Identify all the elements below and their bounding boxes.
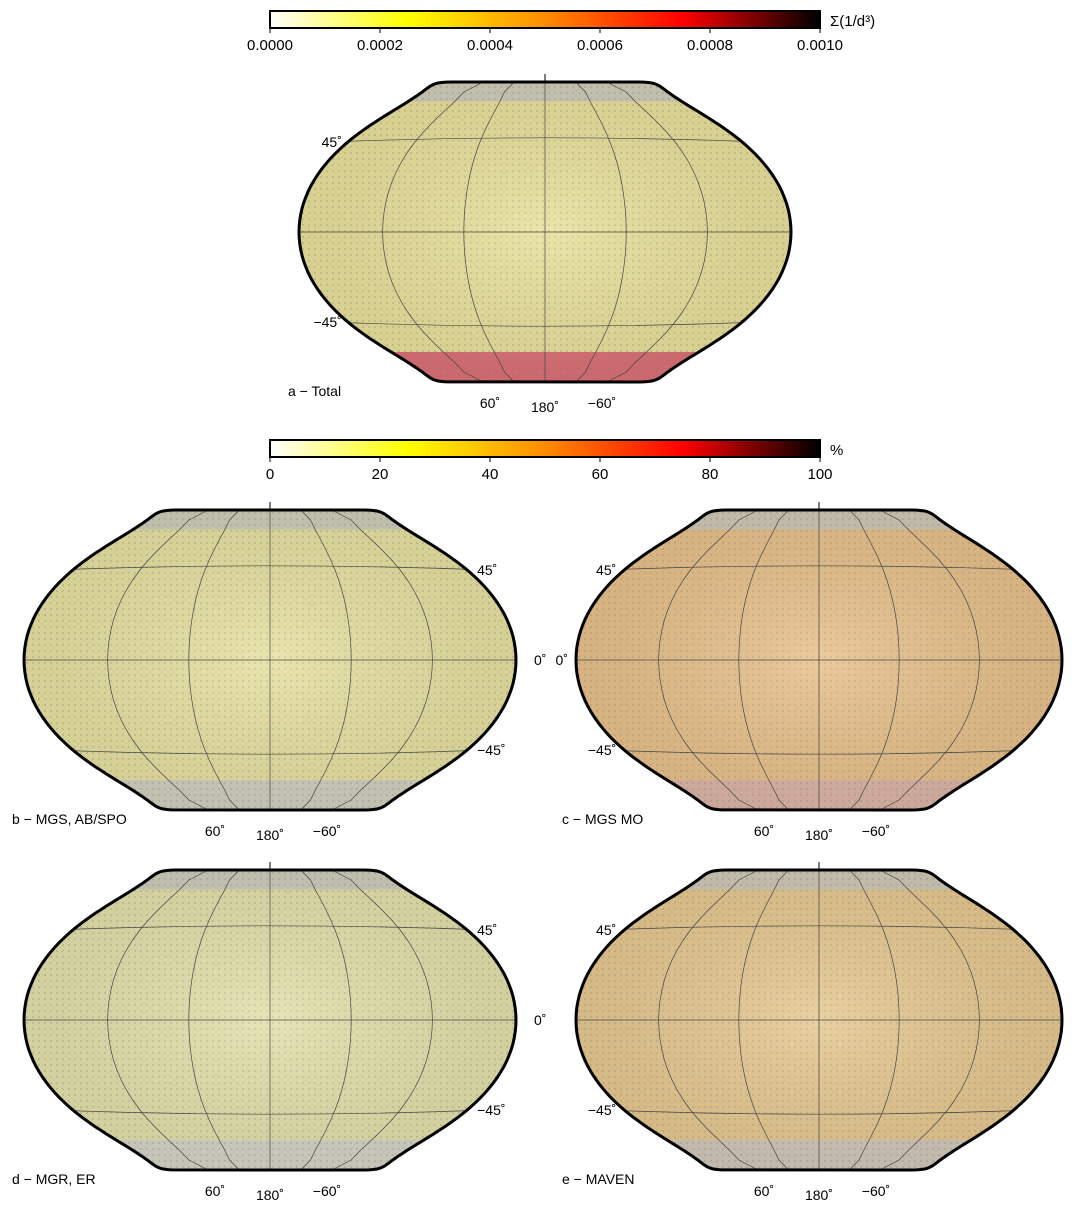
colorbar-bottom-tick-label: 20 bbox=[372, 466, 389, 483]
graticule-meridian bbox=[849, 870, 900, 1170]
map-panel-d: 45˚ 0˚ −45˚ 60˚ 180˚ −60˚ d − MGR, ER bbox=[12, 862, 546, 1203]
graticule-meridian bbox=[300, 510, 352, 810]
map-outline bbox=[22, 508, 518, 812]
colorbar-top-tick-label: 0.0000 bbox=[247, 37, 293, 54]
longitude-label: −60˚ bbox=[313, 1183, 341, 1199]
longitude-label: −60˚ bbox=[862, 1183, 890, 1199]
graticule-meridian bbox=[879, 870, 980, 1170]
colorbar-top: Σ(1/d³) 0.0000 0.0002 0.0004 0.0006 0.0008 0.… bbox=[247, 10, 875, 54]
graticule-meridian bbox=[606, 82, 708, 382]
longitude-label: 60˚ bbox=[480, 395, 500, 411]
longitude-label: 60˚ bbox=[754, 823, 774, 839]
colorbar-bottom-tick-label: 40 bbox=[482, 466, 499, 483]
latitude-label: −45˚ bbox=[588, 1102, 616, 1118]
colorbar-bottom-label: % bbox=[830, 442, 843, 459]
latitude-label: 0˚ bbox=[534, 1012, 546, 1028]
graticule-meridian bbox=[463, 82, 515, 382]
colorbar-top-tick-label: 0.0008 bbox=[687, 37, 733, 54]
latitude-label: 0˚ bbox=[556, 652, 568, 668]
graticule-meridian bbox=[738, 510, 789, 810]
graticule-meridian bbox=[107, 870, 209, 1170]
longitude-label: 180˚ bbox=[256, 827, 284, 843]
longitude-label: 180˚ bbox=[805, 827, 833, 843]
latitude-label: −45˚ bbox=[588, 742, 616, 758]
colorbar-bottom-tick-label: 100 bbox=[807, 466, 832, 483]
latitude-label: −45˚ bbox=[477, 1102, 505, 1118]
map-outline bbox=[574, 508, 1064, 812]
panel-caption: d − MGR, ER bbox=[12, 1171, 96, 1187]
map-panel-c: 45˚ 0˚ −45˚ 60˚ 180˚ −60˚ c − MGS MO bbox=[556, 502, 1064, 843]
map-panel-b: 45˚ 0˚ −45˚ 60˚ 180˚ −60˚ b − MGS, AB/SPO bbox=[12, 502, 546, 843]
graticule-meridian bbox=[331, 870, 433, 1170]
longitude-label: −60˚ bbox=[862, 823, 890, 839]
graticule-meridian bbox=[658, 870, 759, 1170]
longitude-label: 180˚ bbox=[531, 399, 559, 415]
graticule-meridian bbox=[738, 870, 789, 1170]
latitude-label: 45˚ bbox=[477, 922, 497, 938]
colorbar-top-tick-label: 0.0004 bbox=[467, 37, 513, 54]
map-outline bbox=[297, 80, 793, 384]
colorbar-bottom-tick-label: 80 bbox=[702, 466, 719, 483]
longitude-label: 180˚ bbox=[805, 1187, 833, 1203]
map-outline bbox=[574, 868, 1064, 1172]
graticule-meridian bbox=[188, 870, 240, 1170]
latitude-label: 0˚ bbox=[534, 652, 546, 668]
latitude-label: 45˚ bbox=[477, 562, 497, 578]
latitude-label: 45˚ bbox=[596, 562, 616, 578]
colorbar-bottom: % 0 20 40 60 80 100 bbox=[266, 439, 843, 483]
latitude-label: −45˚ bbox=[477, 742, 505, 758]
graticule-meridian bbox=[300, 870, 352, 1170]
map-outline bbox=[22, 868, 518, 1172]
colorbar-top-tick-label: 0.0010 bbox=[797, 37, 843, 54]
panel-caption: b − MGS, AB/SPO bbox=[12, 811, 127, 827]
graticule-meridian bbox=[658, 510, 759, 810]
graticule-meridian bbox=[188, 510, 240, 810]
graticule-meridian bbox=[879, 510, 980, 810]
longitude-label: −60˚ bbox=[313, 823, 341, 839]
colorbar-top-tick-label: 0.0002 bbox=[357, 37, 403, 54]
colorbar-top-tick-label: 0.0006 bbox=[577, 37, 623, 54]
latitude-label: 45˚ bbox=[596, 922, 616, 938]
colorbar-bottom-tick-label: 60 bbox=[592, 466, 609, 483]
longitude-label: 60˚ bbox=[205, 1183, 225, 1199]
graticule-meridian bbox=[107, 510, 209, 810]
longitude-label: −60˚ bbox=[588, 395, 616, 411]
longitude-label: 60˚ bbox=[754, 1183, 774, 1199]
latitude-label: 45˚ bbox=[322, 134, 342, 150]
map-panel-a: 45˚ −45˚ 60˚ 180˚ −60˚ a − Total bbox=[288, 74, 793, 415]
colorbar-top-gradient bbox=[269, 10, 821, 29]
panel-caption: a − Total bbox=[288, 383, 341, 399]
panel-caption: e − MAVEN bbox=[562, 1171, 635, 1187]
longitude-label: 60˚ bbox=[205, 823, 225, 839]
colorbar-top-label: Σ(1/d³) bbox=[830, 13, 875, 30]
colorbar-bottom-gradient bbox=[269, 439, 821, 458]
longitude-label: 180˚ bbox=[256, 1187, 284, 1203]
graticule-meridian bbox=[382, 82, 484, 382]
graticule-meridian bbox=[575, 82, 627, 382]
graticule-meridian bbox=[849, 510, 900, 810]
graticule-meridian bbox=[331, 510, 433, 810]
map-panel-e: 45˚ −45˚ 60˚ 180˚ −60˚ e − MAVEN bbox=[562, 862, 1064, 1203]
latitude-label: −45˚ bbox=[313, 314, 341, 330]
panel-caption: c − MGS MO bbox=[562, 811, 643, 827]
colorbar-bottom-tick-label: 0 bbox=[266, 466, 274, 483]
